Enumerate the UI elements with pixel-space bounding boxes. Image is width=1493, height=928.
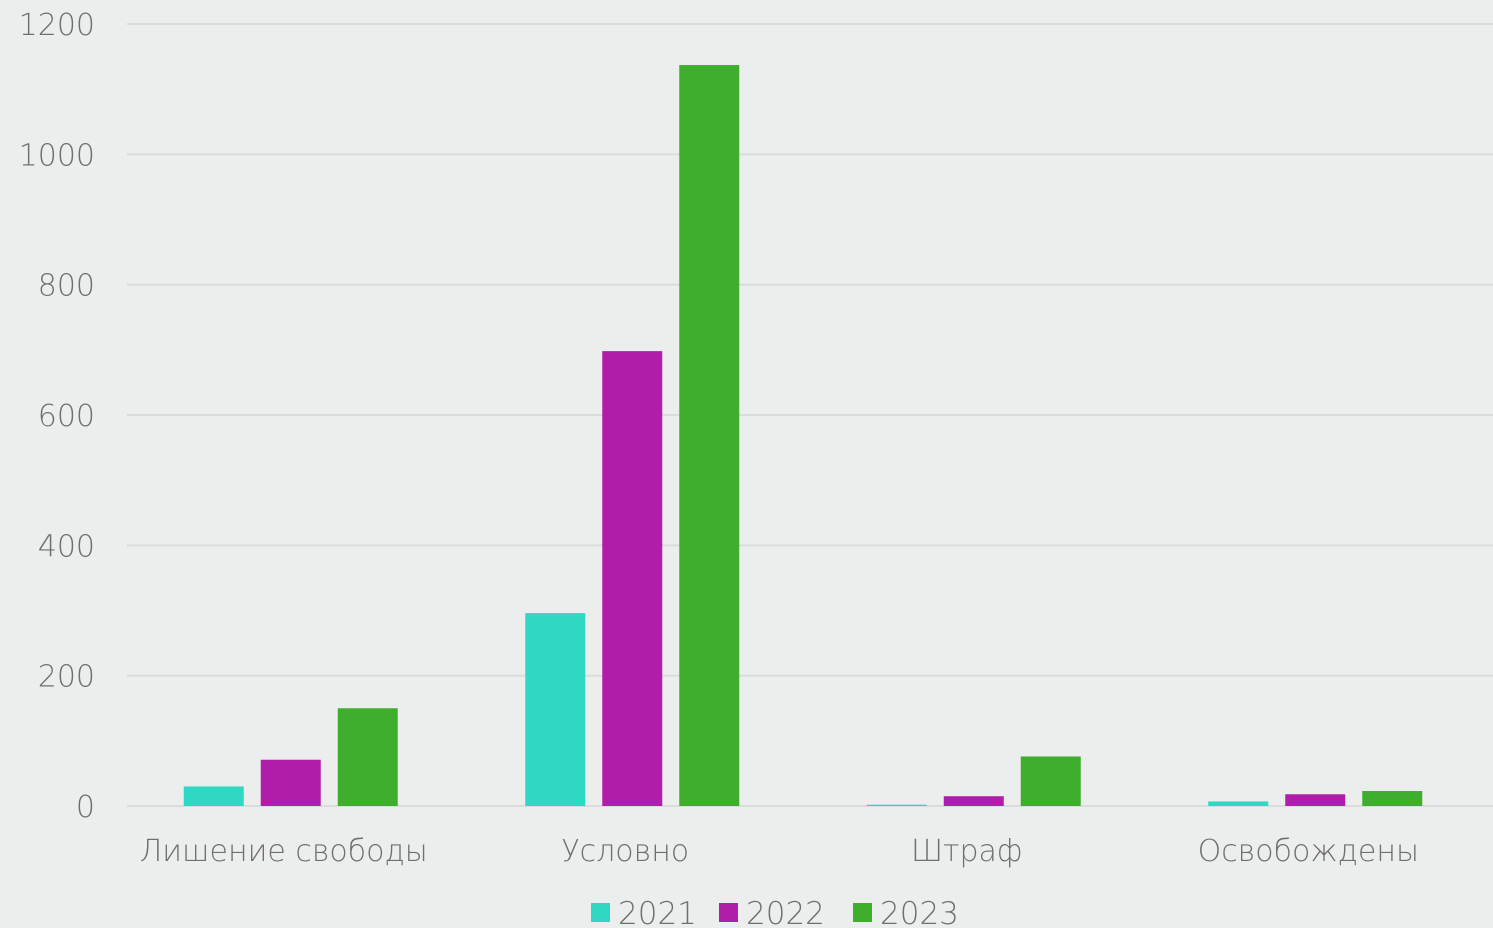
legend-label: 2022 [746,896,825,928]
legend-swatch [719,903,738,922]
legend-item-2023: 2023 [853,896,959,928]
legend-item-2022: 2022 [719,896,825,928]
bar-2022-3 [943,796,1004,806]
y-axis-ticks: 0 200 400 600 800 1000 1200 [19,8,95,825]
x-category-label: Освобождены [1198,834,1419,869]
gridlines [127,23,1493,807]
bar-2023-3 [1020,756,1081,806]
legend-label: 2021 [618,896,697,928]
bar-2023-1 [337,708,398,806]
legend-item-2021: 2021 [591,896,697,928]
bar-2022-4 [1285,794,1346,806]
legend-label: 2023 [880,896,959,928]
bar-2021-1 [183,786,244,806]
bar-2021-3 [866,804,927,806]
bar-2023-4 [1362,791,1423,806]
bar-2021-2 [525,613,586,806]
y-tick-label: 400 [38,529,95,564]
y-tick-label: 1000 [19,138,95,173]
y-tick-label: 600 [38,399,95,434]
bar-2022-1 [260,759,321,806]
bar-2023-2 [679,65,740,807]
y-tick-label: 0 [76,790,95,825]
bar-2022-2 [602,351,663,806]
legend-swatch [591,903,610,922]
legend-swatch [853,903,872,922]
x-category-label: Условно [561,834,689,869]
bars [183,65,1423,807]
y-tick-label: 1200 [19,8,95,43]
bar-2021-4 [1208,801,1269,806]
legend: 2021 2022 2023 [591,896,959,928]
x-axis-category-labels: Лишение свободы Условно Штраф Освобождены [140,834,1419,869]
y-tick-label: 200 [38,660,95,695]
y-tick-label: 800 [38,269,95,304]
x-category-label: Штраф [911,834,1023,869]
x-category-label: Лишение свободы [140,834,428,869]
